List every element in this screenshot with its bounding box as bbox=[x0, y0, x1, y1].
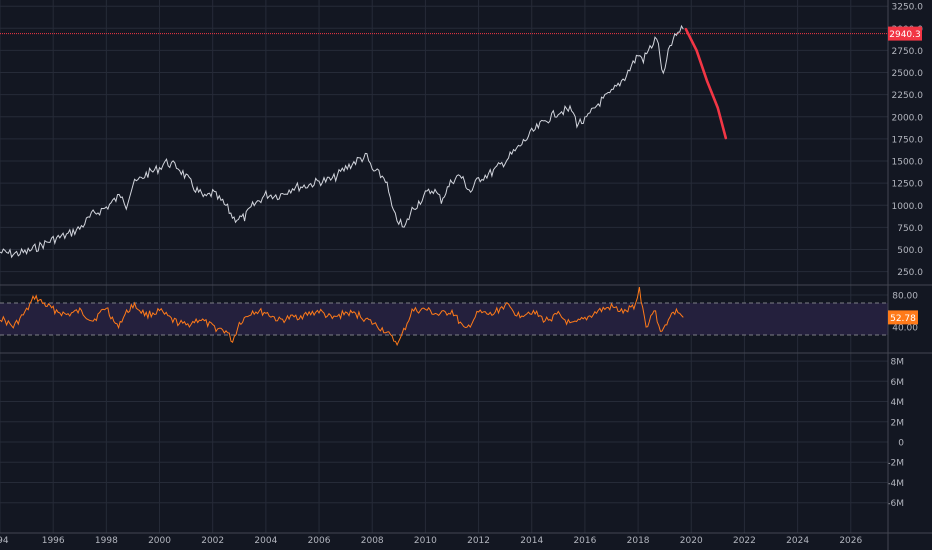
projection-line[interactable] bbox=[684, 27, 728, 140]
x-tick-label: 2008 bbox=[361, 536, 384, 546]
volume-tick-label: 4M bbox=[891, 398, 905, 408]
rsi-pane[interactable] bbox=[0, 286, 888, 347]
volume-tick-label: 0 bbox=[898, 439, 904, 449]
x-tick-label: 2024 bbox=[786, 536, 809, 546]
volume-tick-label: 8M bbox=[891, 358, 905, 368]
x-tick-label: 2014 bbox=[520, 536, 543, 546]
price-tick-label: 1750.0 bbox=[892, 135, 924, 145]
price-pane[interactable] bbox=[0, 24, 888, 259]
x-tick-label: 2010 bbox=[414, 536, 437, 546]
rsi-series-line[interactable] bbox=[0, 286, 684, 347]
price-tick-label: 2750.0 bbox=[892, 47, 924, 57]
x-tick-label: 2002 bbox=[201, 536, 224, 546]
rsi-tick-label: 80.00 bbox=[892, 292, 918, 302]
x-tick-label: 2026 bbox=[839, 536, 862, 546]
volume-tick-label: 6M bbox=[891, 378, 905, 388]
price-tick-label: 1250.0 bbox=[892, 180, 924, 190]
x-tick-label: 2000 bbox=[148, 536, 171, 546]
rsi-last-badge bbox=[888, 310, 918, 325]
x-tick-label: 2020 bbox=[680, 536, 703, 546]
rsi-last-label: 52.78 bbox=[890, 314, 916, 324]
price-tick-label: 2250.0 bbox=[892, 91, 924, 101]
volume-tick-label: 2M bbox=[891, 418, 905, 428]
grid-layer bbox=[0, 0, 932, 533]
volume-tick-label: -4M bbox=[887, 479, 904, 489]
price-tick-label: 2500.0 bbox=[892, 69, 924, 79]
price-tick-label: 2000.0 bbox=[892, 113, 924, 123]
x-tick-label: 1996 bbox=[42, 536, 65, 546]
x-tick-label: 2018 bbox=[627, 536, 650, 546]
x-tick-label: 2016 bbox=[573, 536, 596, 546]
price-level-label: 2940.3 bbox=[889, 30, 921, 40]
price-level-badge bbox=[888, 26, 922, 41]
x-tick-label: 2012 bbox=[467, 536, 490, 546]
volume-tick-label: -6M bbox=[887, 499, 904, 509]
price-tick-label: 1000.0 bbox=[892, 202, 924, 212]
x-tick-label: 994 bbox=[0, 536, 9, 546]
price-series-line[interactable] bbox=[0, 24, 684, 259]
rsi-tick-label: 40.00 bbox=[892, 324, 918, 334]
price-tick-label: 1500.0 bbox=[892, 158, 924, 168]
price-tick-label: 3250.0 bbox=[892, 3, 924, 13]
volume-tick-label: -2M bbox=[887, 459, 904, 469]
price-tick-label: 250.0 bbox=[897, 268, 923, 278]
price-tick-label: 750.0 bbox=[897, 224, 923, 234]
x-tick-label: 2022 bbox=[733, 536, 756, 546]
label-layer: 2940.3 52.78 bbox=[888, 26, 922, 325]
x-tick-label: 2004 bbox=[254, 536, 277, 546]
x-tick-label: 1998 bbox=[95, 536, 118, 546]
price-tick-label: 500.0 bbox=[897, 246, 923, 256]
x-tick-label: 2006 bbox=[308, 536, 331, 546]
